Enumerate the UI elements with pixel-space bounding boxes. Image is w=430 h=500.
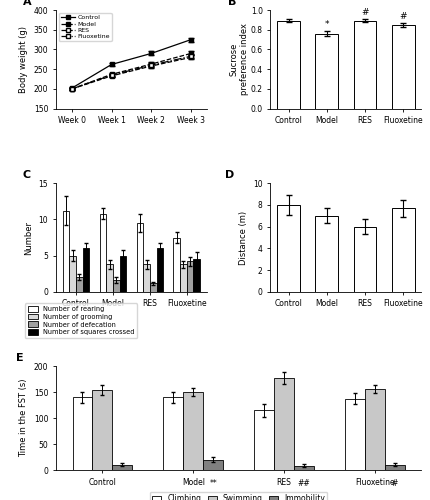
Bar bbox=[294, 466, 314, 470]
Text: B: B bbox=[228, 0, 236, 7]
Text: ##: ## bbox=[298, 480, 310, 488]
Y-axis label: Number: Number bbox=[24, 220, 33, 254]
Bar bbox=[345, 398, 365, 470]
Text: E: E bbox=[15, 353, 23, 363]
Text: A: A bbox=[23, 0, 31, 7]
Bar bbox=[254, 410, 274, 470]
Bar bbox=[76, 278, 83, 292]
Bar bbox=[203, 460, 223, 470]
Bar bbox=[120, 256, 126, 292]
Bar bbox=[392, 208, 415, 292]
Bar bbox=[69, 256, 76, 292]
Bar bbox=[392, 26, 415, 108]
Bar bbox=[180, 264, 187, 292]
Bar bbox=[353, 226, 376, 292]
Bar bbox=[73, 398, 92, 470]
Bar bbox=[83, 248, 89, 292]
Bar bbox=[143, 264, 150, 292]
Bar bbox=[194, 259, 200, 292]
Text: #: # bbox=[392, 480, 398, 488]
Text: #: # bbox=[399, 12, 407, 22]
Bar bbox=[315, 34, 338, 108]
Text: C: C bbox=[23, 170, 31, 180]
Bar bbox=[137, 223, 143, 292]
Y-axis label: Distance (m): Distance (m) bbox=[239, 210, 248, 264]
Bar bbox=[106, 264, 113, 292]
Bar bbox=[100, 214, 106, 292]
Bar bbox=[113, 280, 120, 292]
Y-axis label: Body weight (g): Body weight (g) bbox=[19, 26, 28, 93]
Bar bbox=[92, 390, 113, 470]
Text: *: * bbox=[325, 20, 329, 29]
Bar bbox=[173, 238, 180, 292]
Bar bbox=[385, 465, 405, 470]
Bar bbox=[150, 283, 157, 292]
Bar bbox=[187, 262, 194, 292]
Bar bbox=[183, 392, 203, 470]
Bar bbox=[163, 398, 183, 470]
Y-axis label: Time in the FST (s): Time in the FST (s) bbox=[19, 379, 28, 458]
Text: #: # bbox=[361, 8, 369, 18]
Bar bbox=[365, 388, 385, 470]
Bar bbox=[315, 216, 338, 292]
Text: **: ** bbox=[209, 480, 217, 488]
Bar bbox=[113, 465, 132, 470]
Bar bbox=[277, 21, 300, 108]
Bar bbox=[353, 21, 376, 108]
Legend: Climbing, Swimming, Immobility: Climbing, Swimming, Immobility bbox=[150, 492, 327, 500]
Legend: Control, Model, RES, Fluoxetine: Control, Model, RES, Fluoxetine bbox=[59, 13, 111, 41]
Bar bbox=[274, 378, 294, 470]
Bar bbox=[277, 205, 300, 292]
Bar bbox=[63, 211, 69, 292]
Bar bbox=[157, 248, 163, 292]
Y-axis label: Sucrose
preference index: Sucrose preference index bbox=[230, 24, 249, 96]
Text: D: D bbox=[225, 170, 234, 180]
Legend: Number of rearing, Number of grooming, Number of defecation, Number of squares c: Number of rearing, Number of grooming, N… bbox=[25, 304, 137, 338]
